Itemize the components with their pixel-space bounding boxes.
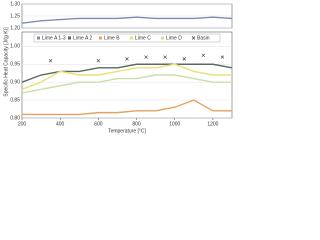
y-axis-label: Specific Heat Capacity [J/(g K)] (3, 27, 9, 97)
legend-marker (99, 36, 102, 40)
legend-marker (68, 36, 71, 40)
x-tick-label: 200 (18, 121, 27, 127)
y-tick-label: 1.25 (10, 13, 20, 19)
legend-label: Lime B (104, 36, 120, 42)
x-tick-label: 800 (132, 121, 141, 127)
y-tick-label: 1.20 (10, 25, 20, 31)
basin-marker (220, 55, 225, 59)
legend-marker (161, 36, 164, 40)
legend-marker (37, 36, 40, 40)
y-tick-label: 0.90 (10, 79, 20, 85)
series-line (21, 63, 233, 83)
legend-label: Lime D (166, 36, 182, 42)
basin-marker (48, 58, 53, 63)
series-line (21, 74, 232, 94)
legend-marker (191, 36, 196, 40)
basin-marker (201, 53, 206, 58)
basin-marker (144, 55, 148, 59)
x-tick-label: 1200 (207, 121, 218, 127)
page: {"chart_data": {"type": "line", "x_label… (3, 1, 233, 135)
y-tick-label: 1.00 (10, 44, 20, 50)
y-tick-label: 0.80 (10, 115, 20, 121)
legend-box (33, 33, 221, 43)
x-tick-label: 600 (94, 121, 103, 127)
x-axis-label: Temperature [°C] (108, 128, 146, 134)
series-line (22, 99, 232, 116)
legend-label: Basin (197, 36, 210, 42)
legend-marker (130, 36, 133, 40)
chart: Specific Heat Capacity [J/(g K)] Tempera… (3, 1, 233, 134)
series-line (21, 16, 233, 24)
basin-marker (163, 55, 167, 59)
legend-label: Lime A 2 (73, 36, 92, 42)
x-tick-label: 1000 (169, 121, 180, 127)
y-tick-label: 1.30 (10, 1, 20, 7)
x-tick-label: 400 (56, 121, 65, 127)
basin-marker (96, 58, 101, 63)
legend-label: Lime C (135, 36, 151, 42)
series-line (21, 63, 232, 90)
basin-marker (125, 57, 129, 61)
basin-marker (182, 57, 186, 61)
legend-label: Lime A 1-3 (42, 36, 66, 42)
y-tick-label: 0.95 (10, 62, 20, 68)
y-tick-label: 0.85 (10, 97, 20, 103)
